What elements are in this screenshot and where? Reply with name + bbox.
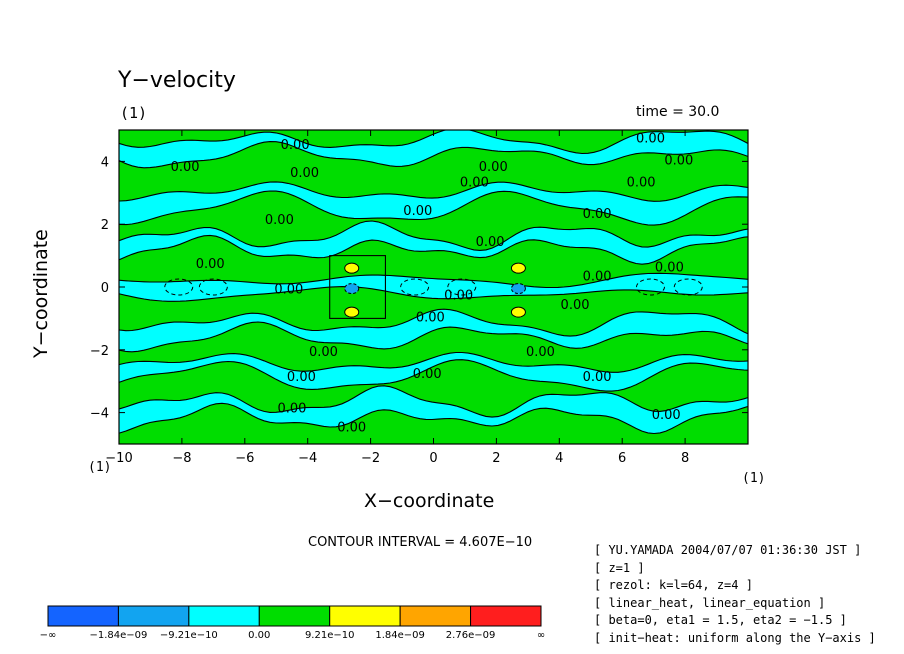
chart-title: Y−velocity — [118, 68, 236, 93]
colorbar-swatch — [188, 605, 260, 627]
info-line: [ z=1 ] — [594, 560, 645, 575]
negative-band — [119, 220, 748, 265]
contour-field — [119, 130, 748, 444]
contour-label: 0.00 — [413, 367, 442, 382]
colorbar-swatch — [47, 605, 119, 627]
run-info: [ YU.YAMADA 2004/07/07 01:36:30 JST ] [ … — [594, 542, 876, 647]
info-line: [ YU.YAMADA 2004/07/07 01:36:30 JST ] — [594, 543, 862, 557]
x-tick-label: −10 — [105, 451, 132, 466]
contour-label: 0.00 — [652, 408, 681, 423]
info-line: [ rezol: k=l=64, z=4 ] — [594, 578, 753, 592]
corner-label-left: (1) — [88, 460, 112, 475]
x-tick-label: 0 — [429, 451, 437, 466]
contour-label: 0.00 — [444, 289, 473, 304]
contour-label: 0.00 — [309, 345, 338, 360]
colorbar-label: 9.21e−10 — [305, 630, 355, 641]
contour-label: 0.00 — [476, 235, 505, 250]
x-tick-label: 2 — [492, 451, 500, 466]
colorbar-label: 2.76e−09 — [446, 630, 496, 641]
colorbar-label: −∞ — [40, 630, 57, 641]
contour-label: 0.00 — [636, 132, 665, 147]
x-tick-label: 8 — [681, 451, 689, 466]
colorbar-swatch — [117, 605, 190, 627]
contour-label: 0.00 — [277, 402, 306, 417]
corner-label-right: (1) — [742, 471, 766, 486]
contour-label: 0.00 — [265, 213, 294, 228]
dashed-contour — [400, 278, 430, 296]
contour-label: 0.00 — [655, 260, 684, 275]
positive-maximum — [344, 306, 360, 318]
dashed-contour — [447, 278, 477, 296]
colorbar-swatch — [399, 605, 472, 627]
negative-band — [119, 385, 748, 435]
contour-label: 0.00 — [583, 207, 612, 222]
contour-label: 0.00 — [664, 154, 693, 169]
y-tick-label: 0 — [101, 281, 109, 296]
positive-maximum — [510, 306, 526, 318]
contour-label: 0.00 — [526, 345, 555, 360]
x-axis-label: X−coordinate — [364, 490, 495, 512]
negative-minimum — [510, 283, 526, 295]
colorbar-label: 1.84e−09 — [375, 630, 425, 641]
x-tick-label: −2 — [361, 451, 380, 466]
x-tick-label: 6 — [618, 451, 626, 466]
colorbar-label: −9.21e−10 — [160, 630, 218, 641]
info-line: [ linear_heat, linear_equation ] — [594, 595, 826, 610]
y-tick-label: 2 — [101, 218, 109, 233]
central-cell — [329, 255, 386, 319]
negative-band — [119, 130, 748, 169]
negative-band — [119, 308, 748, 353]
contour-label: 0.00 — [460, 176, 489, 191]
contour-label: 0.00 — [627, 176, 656, 191]
contour-label: 0.00 — [196, 257, 225, 272]
colorbar-swatch — [258, 605, 331, 627]
y-tick-label: 4 — [101, 155, 109, 170]
contour-label: 0.00 — [337, 420, 366, 435]
x-tick-label: −4 — [298, 451, 317, 466]
contour-label: 0.00 — [290, 166, 319, 181]
contour-interval-label: CONTOUR INTERVAL = 4.607E−10 — [308, 535, 533, 550]
contour-label: 0.00 — [281, 138, 310, 153]
dashed-contour — [164, 278, 194, 296]
info-line: [ beta=0, eta1 = 1.5, eta2 = −1.5 ] — [594, 613, 847, 627]
positive-maximum — [510, 262, 526, 274]
positive-maximum — [344, 262, 360, 274]
dashed-contour — [198, 278, 228, 296]
negative-band — [119, 351, 748, 392]
dashed-contour — [673, 278, 703, 296]
negative-band — [119, 181, 748, 226]
y-tick-label: −2 — [90, 344, 109, 359]
contour-label: 0.00 — [403, 204, 432, 219]
colorbar-label: 0.00 — [248, 630, 270, 641]
negative-band — [119, 272, 748, 302]
info-line: [ init−heat: uniform along the Y−axis ] — [594, 630, 876, 645]
time-label: time = 30.0 — [636, 104, 720, 120]
x-tick-label: 4 — [555, 451, 563, 466]
contour-label: 0.00 — [479, 160, 508, 175]
contour-label: 0.00 — [583, 270, 612, 285]
colorbar-swatch — [329, 605, 401, 627]
dashed-contour — [636, 278, 666, 296]
contour-label: 0.00 — [416, 311, 445, 326]
contour-label: 0.00 — [274, 282, 303, 297]
chart-subtitle-left: (1) — [120, 104, 148, 122]
contour-label: 0.00 — [171, 160, 200, 175]
colorbar-swatch — [470, 605, 542, 627]
x-tick-label: −8 — [172, 451, 191, 466]
x-tick-label: −6 — [235, 451, 254, 466]
contour-label: 0.00 — [561, 298, 590, 313]
colorbar-label: −1.84e−09 — [89, 630, 147, 641]
y-tick-label: −4 — [90, 407, 109, 422]
contour-label: 0.00 — [287, 370, 316, 385]
colorbar-label: ∞ — [537, 630, 545, 641]
contour-label: 0.00 — [583, 370, 612, 385]
negative-minimum — [344, 283, 360, 295]
